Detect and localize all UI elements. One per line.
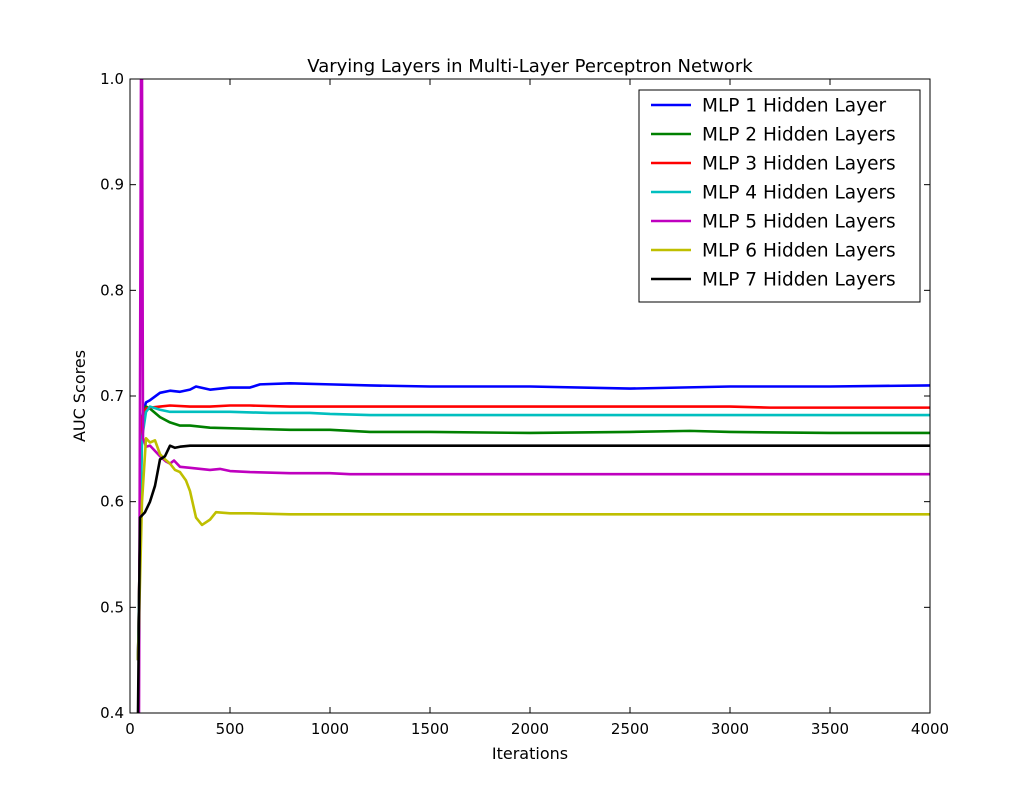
x-tick-label: 0	[125, 720, 135, 738]
series-line-1	[136, 382, 930, 661]
y-tick-label: 0.4	[100, 704, 124, 722]
y-tick-label: 0.7	[100, 387, 124, 405]
series-line-7	[136, 444, 930, 713]
ticks-layer: 0 500 1000 1500 2000 2500 3000 3500 4000 0.4 0.5 0.…	[100, 70, 949, 738]
x-tick-label: 500	[216, 720, 245, 738]
legend-label: MLP 1 Hidden Layer	[702, 96, 886, 117]
y-tick-label: 0.6	[100, 493, 124, 511]
legend-label: MLP 4 Hidden Layers	[702, 183, 896, 204]
legend-box	[638, 89, 921, 303]
series-line-2	[136, 405, 930, 661]
legend-label: MLP 6 Hidden Layers	[702, 241, 896, 262]
x-tick-label: 1000	[311, 720, 349, 738]
x-tick-label: 3500	[811, 720, 849, 738]
x-tick-label: 2000	[511, 720, 549, 738]
chart-title: Varying Layers in Multi-Layer Perceptron…	[307, 56, 753, 77]
y-tick-label: 0.8	[100, 281, 124, 299]
series-line-4	[136, 405, 930, 661]
legend-label: MLP 7 Hidden Layers	[702, 270, 896, 291]
legend-label: MLP 2 Hidden Layers	[702, 125, 896, 146]
legend-label: MLP 3 Hidden Layers	[702, 154, 896, 175]
y-axis-label: AUC Scores	[70, 350, 89, 442]
x-tick-label: 4000	[911, 720, 949, 738]
legend: MLP 1 Hidden Layer MLP 2 Hidden Layers MLP…	[638, 89, 921, 303]
y-tick-label: 0.9	[100, 176, 124, 194]
y-tick-label: 0.5	[100, 598, 124, 616]
legend-label: MLP 5 Hidden Layers	[702, 212, 896, 233]
x-tick-label: 2500	[611, 720, 649, 738]
series-layer	[136, 79, 930, 713]
y-tick-label: 1.0	[100, 70, 124, 88]
x-tick-label: 3000	[711, 720, 749, 738]
x-axis-label: Iterations	[492, 744, 568, 763]
x-tick-label: 1500	[411, 720, 449, 738]
series-line-6	[136, 436, 930, 661]
